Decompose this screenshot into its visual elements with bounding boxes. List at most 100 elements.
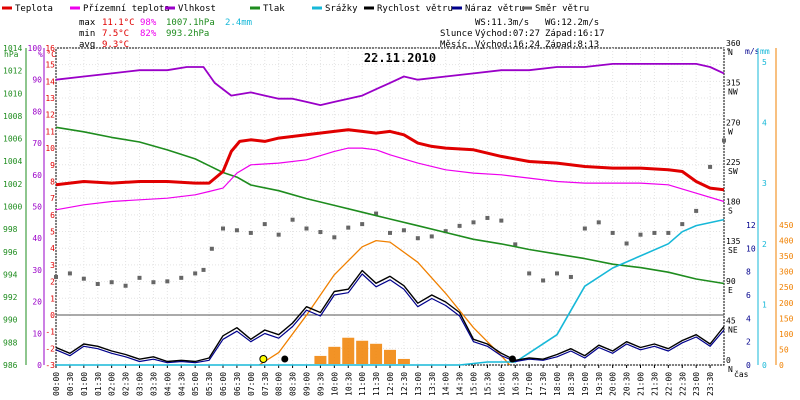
point-wind-direction: [276, 232, 281, 237]
tick-label-time: 19:30: [595, 372, 604, 396]
point-wind-direction: [346, 225, 351, 230]
tick-label-pct: 60: [32, 171, 42, 180]
legend-item: Směr větru: [522, 4, 589, 14]
axis-unit-deg: °: [726, 47, 731, 56]
tick-label-degc: 3: [50, 261, 55, 270]
tick-label-wm2: 100: [779, 330, 794, 339]
point-wind-direction: [209, 246, 214, 251]
tick-label-mm: 0: [762, 361, 767, 370]
stats-label: avg: [79, 40, 95, 50]
tick-label-direction: N: [728, 365, 733, 374]
tick-label-deg: 135: [726, 237, 741, 246]
tick-label-degc: 10: [45, 144, 55, 153]
tick-label-ms: 0: [746, 361, 751, 370]
tick-label-hpa: 998: [3, 225, 18, 234]
point-wind-direction: [555, 271, 559, 276]
series-solar-radiation: [258, 239, 511, 366]
series-precipitation: [56, 218, 725, 366]
tick-label-mm: 5: [762, 58, 767, 67]
series-humidity: [55, 63, 725, 106]
tick-label-hpa: 1006: [3, 135, 22, 144]
stats-temp: 7.5°C: [102, 29, 129, 39]
tick-label-direction: SE: [728, 246, 738, 255]
wind-gust-max: WG:12.2m/s: [545, 18, 599, 28]
legend-item: Přízemní teplota: [70, 4, 170, 14]
point-wind-direction: [582, 226, 587, 231]
tick-label-time: 03:00: [136, 372, 145, 396]
point-wind-direction: [109, 280, 114, 285]
tick-label-time: 20:00: [609, 372, 618, 396]
tick-label-degc: 12: [45, 111, 55, 120]
legend-item: Teplota: [2, 4, 53, 14]
point-wind-direction: [680, 222, 685, 227]
point-wind-direction: [722, 138, 726, 143]
tick-label-degc: 8: [50, 177, 55, 186]
tick-label-direction: N: [728, 48, 733, 57]
axis-unit-degc: °C: [46, 50, 56, 59]
legend-label: Tlak: [263, 4, 285, 14]
tick-label-degc: -3: [45, 361, 55, 370]
moon-set: Západ:8:13: [545, 40, 599, 50]
tick-label-hpa: 1012: [3, 67, 22, 76]
sun-rise: Východ:07:27: [475, 29, 540, 39]
point-wind-direction: [568, 274, 573, 279]
tick-label-time: 13:30: [428, 372, 437, 396]
chart-date: 22.11.2010: [364, 51, 436, 65]
point-wind-direction: [201, 267, 206, 272]
point-wind-direction: [54, 274, 58, 279]
tick-label-degc: 5: [50, 228, 55, 237]
point-wind-direction: [290, 217, 295, 222]
tick-label-direction: NE: [728, 325, 738, 334]
point-wind-direction: [638, 232, 643, 237]
tick-label-time: 21:00: [637, 372, 646, 396]
tick-label-time: 11:00: [358, 372, 367, 396]
tick-label-time: 04:00: [163, 372, 172, 396]
tick-label-time: 03:30: [149, 372, 158, 396]
tick-label-time: 10:00: [330, 372, 339, 396]
stats-pressure: 993.2hPa: [166, 29, 209, 39]
tick-label-direction: E: [728, 286, 733, 295]
stats-label: max: [79, 18, 96, 28]
point-wind-direction: [401, 228, 406, 233]
point-wind-direction: [151, 280, 156, 285]
tick-label-time: 00:30: [66, 372, 75, 396]
tick-label-mm: 3: [762, 179, 767, 188]
tick-label-pct: 30: [32, 266, 42, 275]
moon-label: Měsíc: [440, 40, 467, 50]
point-wind-direction: [304, 226, 309, 231]
stats-humidity: 98%: [140, 18, 157, 28]
tick-label-degc: 16: [45, 44, 55, 53]
tick-label-time: 01:00: [80, 372, 89, 396]
point-wind-direction: [123, 283, 128, 288]
stats-rain: 2.4mm: [225, 18, 252, 28]
series-pressure: [55, 126, 725, 285]
point-wind-direction: [513, 242, 518, 247]
tick-label-pct: 100: [28, 44, 43, 53]
tick-label-hpa: 992: [3, 293, 18, 302]
tick-label-pct: 20: [32, 298, 42, 307]
tick-label-hpa: 1008: [3, 112, 22, 121]
tick-label-mm: 2: [762, 240, 767, 249]
tick-label-pct: 50: [32, 203, 42, 212]
point-wind-direction: [374, 211, 379, 216]
tick-label-hpa: 1000: [3, 203, 22, 212]
tick-label-pct: 70: [32, 139, 42, 148]
tick-label-deg: 0: [726, 356, 731, 365]
axis-unit-mm: mm: [760, 47, 770, 56]
info-block: WS:11.3m/s WG:12.2m/s Slunce Východ:07:27 Zá…: [440, 18, 605, 50]
point-wind-direction: [471, 220, 476, 225]
tick-label-time: 15:00: [470, 372, 479, 396]
stats-humidity: 82%: [140, 29, 157, 39]
tick-label-time: 04:30: [177, 372, 186, 396]
tick-label-direction: S: [728, 207, 733, 216]
tick-label-ms: 2: [746, 338, 751, 347]
legend-item: Tlak: [250, 4, 285, 14]
stats-label: min: [79, 29, 95, 39]
tick-label-ms: 10: [746, 244, 756, 253]
tick-label-degc: 13: [45, 94, 55, 103]
tick-label-deg: 270: [726, 118, 741, 127]
axis-unit-pct: %: [38, 50, 43, 59]
point-wind-direction: [415, 236, 420, 241]
sun-set: Západ:16:17: [545, 29, 605, 39]
tick-label-time: 05:30: [205, 372, 214, 396]
